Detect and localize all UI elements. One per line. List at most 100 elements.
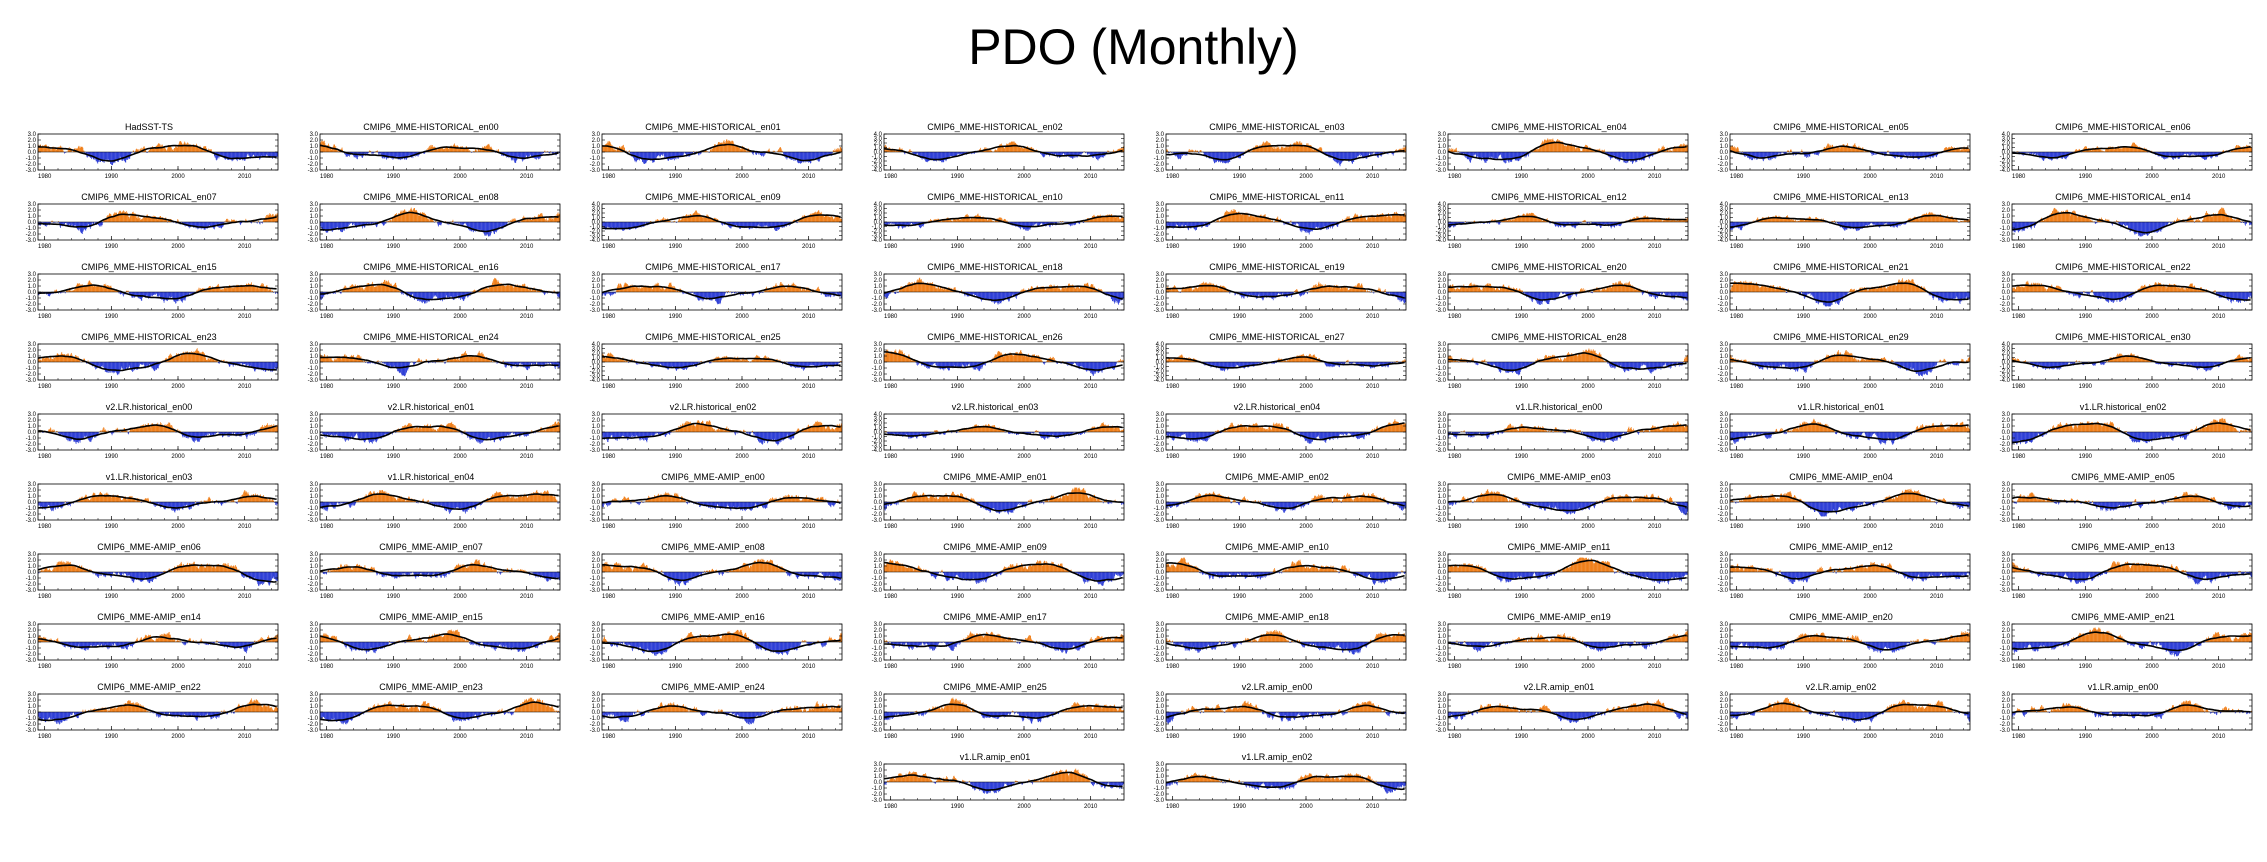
- positive-bar: [67, 149, 69, 152]
- positive-bar: [1834, 146, 1836, 152]
- y-tick-label: 3.0: [310, 132, 319, 138]
- positive-bar: [120, 210, 122, 222]
- negative-bar: [1501, 152, 1503, 159]
- negative-bar: [1625, 152, 1627, 162]
- positive-bar: [386, 221, 388, 222]
- positive-bar: [530, 219, 532, 222]
- positive-bar: [742, 145, 743, 152]
- positive-bar: [369, 150, 370, 152]
- negative-bar: [1484, 152, 1486, 163]
- negative-bar: [93, 222, 95, 224]
- negative-bar: [1052, 152, 1054, 155]
- negative-bar: [1488, 152, 1490, 159]
- negative-bar: [819, 152, 821, 160]
- negative-bar: [640, 222, 642, 228]
- negative-bar: [75, 222, 76, 226]
- negative-bar: [2180, 152, 2181, 157]
- negative-bar: [1760, 152, 1762, 159]
- positive-bar: [995, 149, 997, 152]
- negative-bar: [2053, 152, 2055, 157]
- negative-bar: [2197, 152, 2198, 155]
- negative-bar: [107, 152, 109, 159]
- negative-bar: [103, 152, 105, 164]
- positive-bar: [1554, 142, 1556, 152]
- negative-bar: [1481, 152, 1482, 161]
- positive-bar: [1738, 148, 1739, 152]
- positive-bar: [178, 143, 180, 152]
- negative-bar: [1222, 152, 1224, 164]
- y-tick-label: -4.0: [2000, 168, 2011, 174]
- positive-bar: [1575, 149, 1577, 152]
- negative-bar: [1495, 152, 1497, 158]
- negative-bar: [480, 222, 481, 230]
- negative-bar: [2170, 152, 2172, 157]
- positive-bar: [1002, 145, 1004, 152]
- negative-bar: [668, 152, 670, 160]
- positive-bar: [2138, 146, 2140, 152]
- positive-bar: [994, 150, 996, 152]
- positive-bar: [1670, 150, 1672, 152]
- positive-bar: [46, 146, 48, 152]
- negative-bar: [1226, 152, 1228, 163]
- negative-bar: [1241, 152, 1243, 155]
- negative-bar: [259, 222, 260, 224]
- positive-bar: [1682, 145, 1684, 152]
- positive-bar: [2250, 146, 2252, 152]
- y-tick-label: 1.0: [310, 214, 319, 220]
- positive-bar: [525, 218, 526, 222]
- positive-bar: [1552, 139, 1553, 152]
- negative-bar: [732, 222, 734, 227]
- positive-bar: [1259, 145, 1260, 152]
- negative-bar: [1088, 152, 1089, 155]
- positive-bar: [255, 221, 257, 222]
- negative-bar: [635, 222, 637, 228]
- positive-bar: [166, 149, 168, 152]
- negative-bar: [1360, 152, 1362, 156]
- negative-bar: [1234, 152, 1235, 157]
- positive-bar: [1315, 150, 1316, 152]
- negative-bar: [2193, 152, 2194, 154]
- positive-bar: [698, 213, 699, 222]
- negative-bar: [461, 222, 463, 225]
- negative-bar: [1236, 152, 1238, 157]
- positive-bar: [112, 216, 114, 222]
- y-tick-label: -1.0: [308, 156, 319, 162]
- negative-bar: [276, 152, 278, 157]
- negative-bar: [638, 152, 639, 159]
- negative-bar: [626, 222, 628, 230]
- positive-bar: [1290, 143, 1291, 152]
- negative-bar: [691, 152, 692, 154]
- positive-bar: [1565, 146, 1567, 152]
- negative-bar: [827, 152, 829, 157]
- positive-bar: [1561, 142, 1562, 152]
- positive-bar: [1574, 146, 1576, 152]
- negative-bar: [256, 222, 258, 224]
- positive-bar: [894, 150, 896, 152]
- negative-bar: [914, 152, 916, 156]
- negative-bar: [76, 222, 78, 229]
- positive-bar: [743, 147, 745, 152]
- negative-bar: [105, 152, 107, 160]
- positive-bar: [157, 218, 159, 222]
- positive-bar: [2107, 147, 2109, 152]
- negative-bar: [376, 222, 378, 227]
- positive-bar: [1967, 146, 1968, 152]
- positive-bar: [198, 147, 200, 152]
- negative-bar: [1074, 152, 1076, 157]
- negative-bar: [369, 222, 370, 224]
- negative-bar: [2180, 152, 2182, 156]
- negative-bar: [1907, 152, 1909, 157]
- positive-bar: [151, 216, 153, 222]
- negative-bar: [1818, 152, 1819, 156]
- negative-bar: [634, 222, 635, 228]
- positive-bar: [2223, 150, 2225, 152]
- negative-bar: [1645, 152, 1647, 155]
- negative-bar: [2045, 152, 2046, 159]
- positive-bar: [2112, 146, 2114, 152]
- positive-bar: [727, 141, 729, 152]
- y-tick-label: -3.0: [26, 168, 37, 174]
- negative-bar: [58, 222, 60, 224]
- negative-bar: [1496, 152, 1498, 159]
- positive-bar: [440, 148, 442, 152]
- negative-bar: [1080, 152, 1081, 155]
